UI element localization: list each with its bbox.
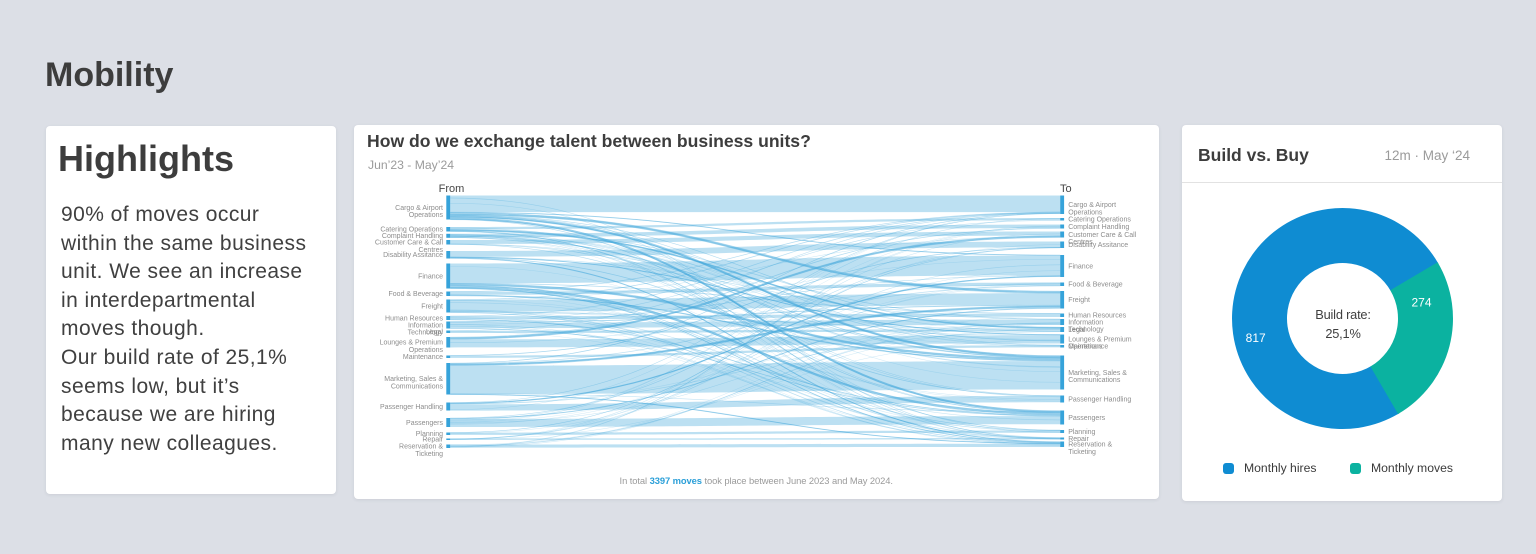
svg-text:Passengers: Passengers (1068, 415, 1105, 422)
svg-text:Ticketing: Ticketing (1068, 449, 1096, 456)
svg-text:Communications: Communications (391, 383, 444, 390)
svg-text:Operations: Operations (1068, 344, 1103, 351)
svg-text:Reservation &: Reservation & (399, 444, 443, 451)
svg-text:Centres: Centres (418, 247, 443, 254)
svg-text:Maintenance: Maintenance (1068, 344, 1108, 351)
svg-text:Food & Beverage: Food & Beverage (1068, 282, 1123, 289)
svg-text:Disability Assitance: Disability Assitance (1068, 242, 1128, 249)
svg-text:Legal: Legal (426, 329, 444, 336)
svg-text:Planning: Planning (416, 431, 443, 438)
svg-text:Planning: Planning (1068, 429, 1095, 436)
svg-text:Information: Information (1068, 319, 1103, 326)
svg-text:Operations: Operations (409, 347, 444, 354)
svg-text:Information: Information (408, 322, 443, 329)
svg-text:Cargo & Airport: Cargo & Airport (395, 205, 443, 212)
svg-text:Complaint Handling: Complaint Handling (1068, 224, 1129, 231)
svg-text:Passenger Handling: Passenger Handling (1068, 396, 1131, 403)
svg-text:Disability Assitance: Disability Assitance (383, 252, 443, 259)
svg-text:Operations: Operations (1068, 209, 1103, 216)
svg-text:Passengers: Passengers (406, 420, 443, 427)
svg-text:Catering Operations: Catering Operations (380, 227, 443, 234)
svg-text:Reservation &: Reservation & (1068, 442, 1112, 449)
svg-text:Centres: Centres (1068, 239, 1093, 246)
svg-text:Finance: Finance (1068, 263, 1093, 270)
svg-text:Finance: Finance (418, 273, 443, 280)
svg-text:Freight: Freight (1068, 297, 1090, 304)
svg-text:817: 817 (1246, 331, 1266, 345)
svg-text:Ticketing: Ticketing (415, 451, 443, 458)
svg-text:Operations: Operations (409, 212, 444, 219)
svg-text:274: 274 (1411, 295, 1431, 309)
svg-text:Technology: Technology (1068, 327, 1104, 334)
svg-text:Repair: Repair (1068, 436, 1089, 443)
svg-text:Catering Operations: Catering Operations (1068, 217, 1131, 224)
svg-text:Food & Beverage: Food & Beverage (389, 291, 444, 298)
svg-text:Customer Care & Call: Customer Care & Call (1068, 232, 1137, 239)
svg-text:Human Resources: Human Resources (1068, 313, 1126, 320)
svg-text:From: From (439, 183, 465, 195)
svg-text:Marketing, Sales &: Marketing, Sales & (1068, 370, 1127, 377)
svg-text:Legal: Legal (1068, 327, 1086, 334)
svg-text:Maintenance: Maintenance (403, 354, 443, 361)
svg-text:Complaint Handling: Complaint Handling (382, 233, 443, 240)
svg-text:Freight: Freight (421, 303, 443, 310)
svg-text:Passenger Handling: Passenger Handling (380, 404, 443, 411)
svg-text:Human Resources: Human Resources (385, 315, 443, 322)
svg-text:Customer Care & Call: Customer Care & Call (375, 240, 444, 247)
svg-text:To: To (1060, 183, 1072, 195)
svg-text:Technology: Technology (408, 330, 444, 337)
svg-text:Lounges & Premium: Lounges & Premium (380, 340, 444, 347)
svg-text:Marketing, Sales &: Marketing, Sales & (384, 376, 443, 383)
svg-text:Lounges & Premium: Lounges & Premium (1068, 336, 1132, 343)
svg-text:Repair: Repair (422, 437, 443, 444)
svg-text:Communications: Communications (1068, 377, 1121, 384)
svg-text:Cargo & Airport: Cargo & Airport (1068, 202, 1116, 209)
